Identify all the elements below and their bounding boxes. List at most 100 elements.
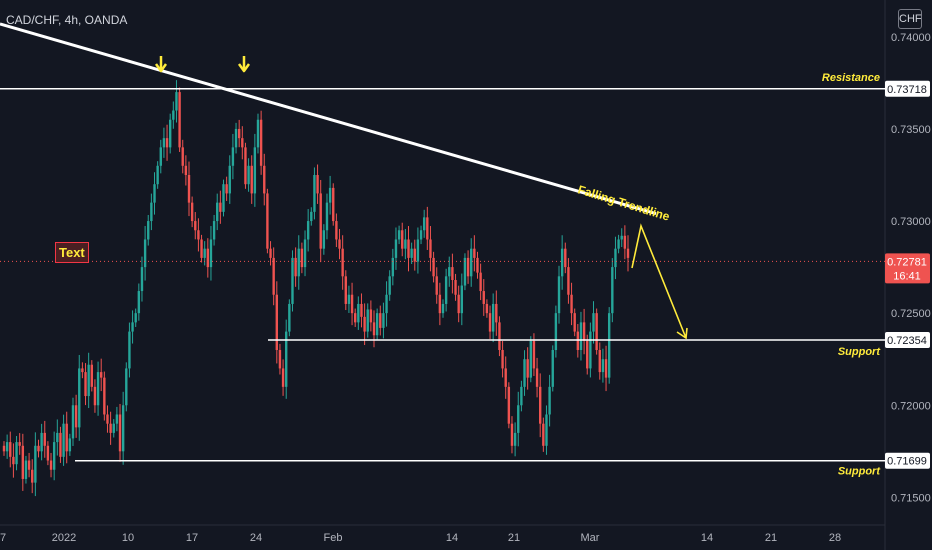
candle-body (325, 202, 329, 231)
candle-body (614, 248, 617, 268)
candle-body (125, 368, 128, 406)
candle-body (535, 368, 539, 387)
candle-body (363, 316, 366, 332)
y-tick-label: 0.73500 (891, 124, 931, 136)
candle-body (432, 257, 435, 277)
candle-body (385, 294, 388, 314)
falling-trendline (0, 22, 657, 216)
candle-body (31, 469, 34, 483)
candle-body (128, 331, 131, 369)
candle-body (297, 248, 300, 277)
candle-body (106, 414, 109, 424)
candle-body (586, 340, 589, 369)
candle-body (187, 175, 191, 203)
candle-body (118, 414, 122, 452)
candle-body (564, 248, 567, 268)
candle-body (153, 184, 156, 203)
candle-body (601, 359, 605, 373)
support-price-tag-upper-bg (885, 332, 930, 349)
text-annotation[interactable]: Text (55, 242, 89, 263)
candle-body (209, 239, 213, 268)
candle-body (250, 165, 253, 194)
down-arrow-head (237, 63, 251, 73)
candle-body (316, 175, 319, 194)
candle-body (470, 248, 473, 277)
candle-body (488, 313, 492, 332)
candle-body (156, 165, 159, 185)
currency-button[interactable]: CHF (898, 9, 922, 29)
y-tick-label: 0.74000 (891, 32, 931, 44)
candle-body (62, 423, 65, 457)
candle-body (451, 267, 454, 280)
candle-body (190, 202, 194, 222)
current-price-tag: 0.72781 (887, 256, 927, 268)
candle-body (9, 442, 12, 457)
x-tick-label: 2022 (52, 532, 76, 544)
candle-body (216, 202, 219, 222)
candle-body (560, 248, 564, 277)
x-tick-label: 24 (250, 532, 262, 544)
candle-body (234, 128, 238, 148)
candle-body (175, 92, 178, 111)
candle-body (604, 359, 608, 378)
candle-body (551, 350, 554, 387)
candle-body (422, 217, 426, 231)
candle-body (278, 350, 282, 369)
candle-body (454, 280, 457, 295)
candle-body (206, 248, 210, 268)
candle-body (237, 128, 241, 139)
candle-body (87, 364, 90, 397)
candle-body (554, 313, 558, 350)
y-tick-label: 0.72500 (891, 308, 931, 320)
candle-body (288, 303, 291, 332)
candle-body (231, 147, 235, 166)
down-arrow-head (154, 63, 168, 73)
candle-body (388, 276, 391, 295)
candle-body (526, 359, 529, 378)
candle-body (56, 432, 59, 443)
candle-body (504, 368, 507, 387)
support-label-upper: Support (838, 346, 881, 358)
x-tick-label: 10 (122, 532, 134, 544)
candle-body (159, 147, 162, 166)
candle-body (12, 456, 15, 465)
candle-body (281, 368, 285, 387)
current-price-tag-bg (885, 253, 930, 284)
candle-body (272, 257, 275, 295)
candle-body (247, 165, 250, 185)
candle-body (444, 276, 448, 304)
y-tick-label: 0.71500 (891, 492, 931, 504)
candle-body (121, 405, 125, 452)
candle-body (322, 230, 326, 249)
candle-body (626, 248, 630, 258)
support-price-tag-lower-bg (885, 452, 930, 469)
candle-body (517, 405, 520, 433)
candle-body (306, 221, 310, 240)
candle-body (34, 445, 37, 483)
candle-body (479, 272, 482, 292)
candle-body (523, 359, 526, 387)
candle-body (27, 460, 31, 470)
current-price-tag-countdown: 16:41 (893, 270, 921, 282)
candle-body (256, 119, 260, 148)
candle-body (589, 331, 592, 369)
candle-body (520, 386, 523, 406)
candle-body (203, 248, 206, 258)
candle-body (162, 138, 166, 148)
candle-body (49, 460, 53, 470)
candle-body (313, 175, 316, 212)
candle-body (341, 248, 344, 277)
candle-body (397, 230, 401, 240)
candle-body (140, 267, 144, 292)
x-tick-label: Mar (581, 532, 600, 544)
candle-body (241, 138, 244, 148)
y-tick-label: 0.73000 (891, 216, 931, 228)
x-tick-label: 14 (446, 532, 458, 544)
candle-body (347, 294, 351, 304)
candle-body (435, 276, 438, 295)
candle-body (147, 221, 150, 240)
candle-body (244, 147, 247, 185)
candle-body (74, 405, 78, 428)
candle-body (303, 239, 307, 268)
